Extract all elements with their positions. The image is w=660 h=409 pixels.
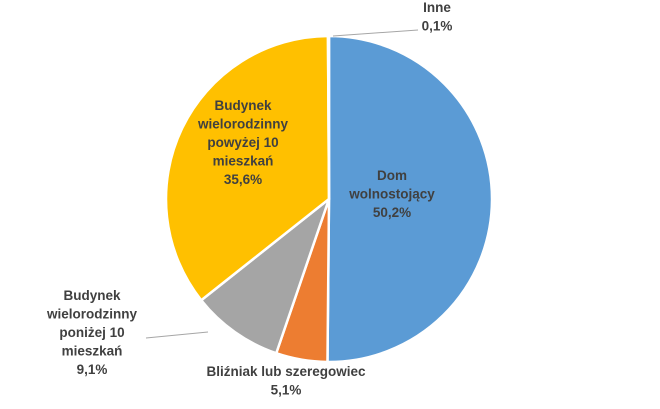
data-label-value-4: 35,6% — [224, 172, 262, 187]
data-label-category-3: wielorodzinny — [46, 307, 137, 322]
pie-slice-4 — [164, 34, 331, 302]
data-label-value-5: 0,1% — [422, 19, 453, 34]
data-label-value-1: 50,2% — [373, 205, 411, 220]
data-label-category-4: mieszkań — [213, 154, 274, 169]
leader-line-5 — [332, 29, 419, 37]
pie-slice-3 — [199, 197, 331, 355]
data-label-category-4: wielorodzinny — [197, 117, 288, 132]
data-label-category-3: Budynek — [63, 288, 121, 303]
pie-slice-1 — [326, 34, 494, 364]
data-label-value-3: 9,1% — [77, 362, 108, 377]
data-label-category-1: wolnostojący — [348, 187, 435, 202]
data-label-category-4: Budynek — [214, 98, 272, 113]
data-labels: Dom wolnostojący 50,2% Bliźniak lub szerego… — [46, 0, 452, 398]
data-label-category-5: Inne — [423, 0, 451, 15]
data-label-category-2: Bliźniak lub szeregowiec — [206, 364, 366, 379]
pie-slice-5 — [326, 34, 331, 201]
pie-slices — [164, 34, 494, 364]
data-label-category-1: Dom — [377, 168, 407, 183]
data-label-category-3: poniżej 10 — [59, 325, 124, 340]
data-label-category-3: mieszkań — [62, 344, 123, 359]
data-label-category-4: powyżej 10 — [207, 135, 278, 150]
data-label-value-2: 5,1% — [271, 383, 302, 398]
leader-line-3 — [145, 331, 209, 339]
